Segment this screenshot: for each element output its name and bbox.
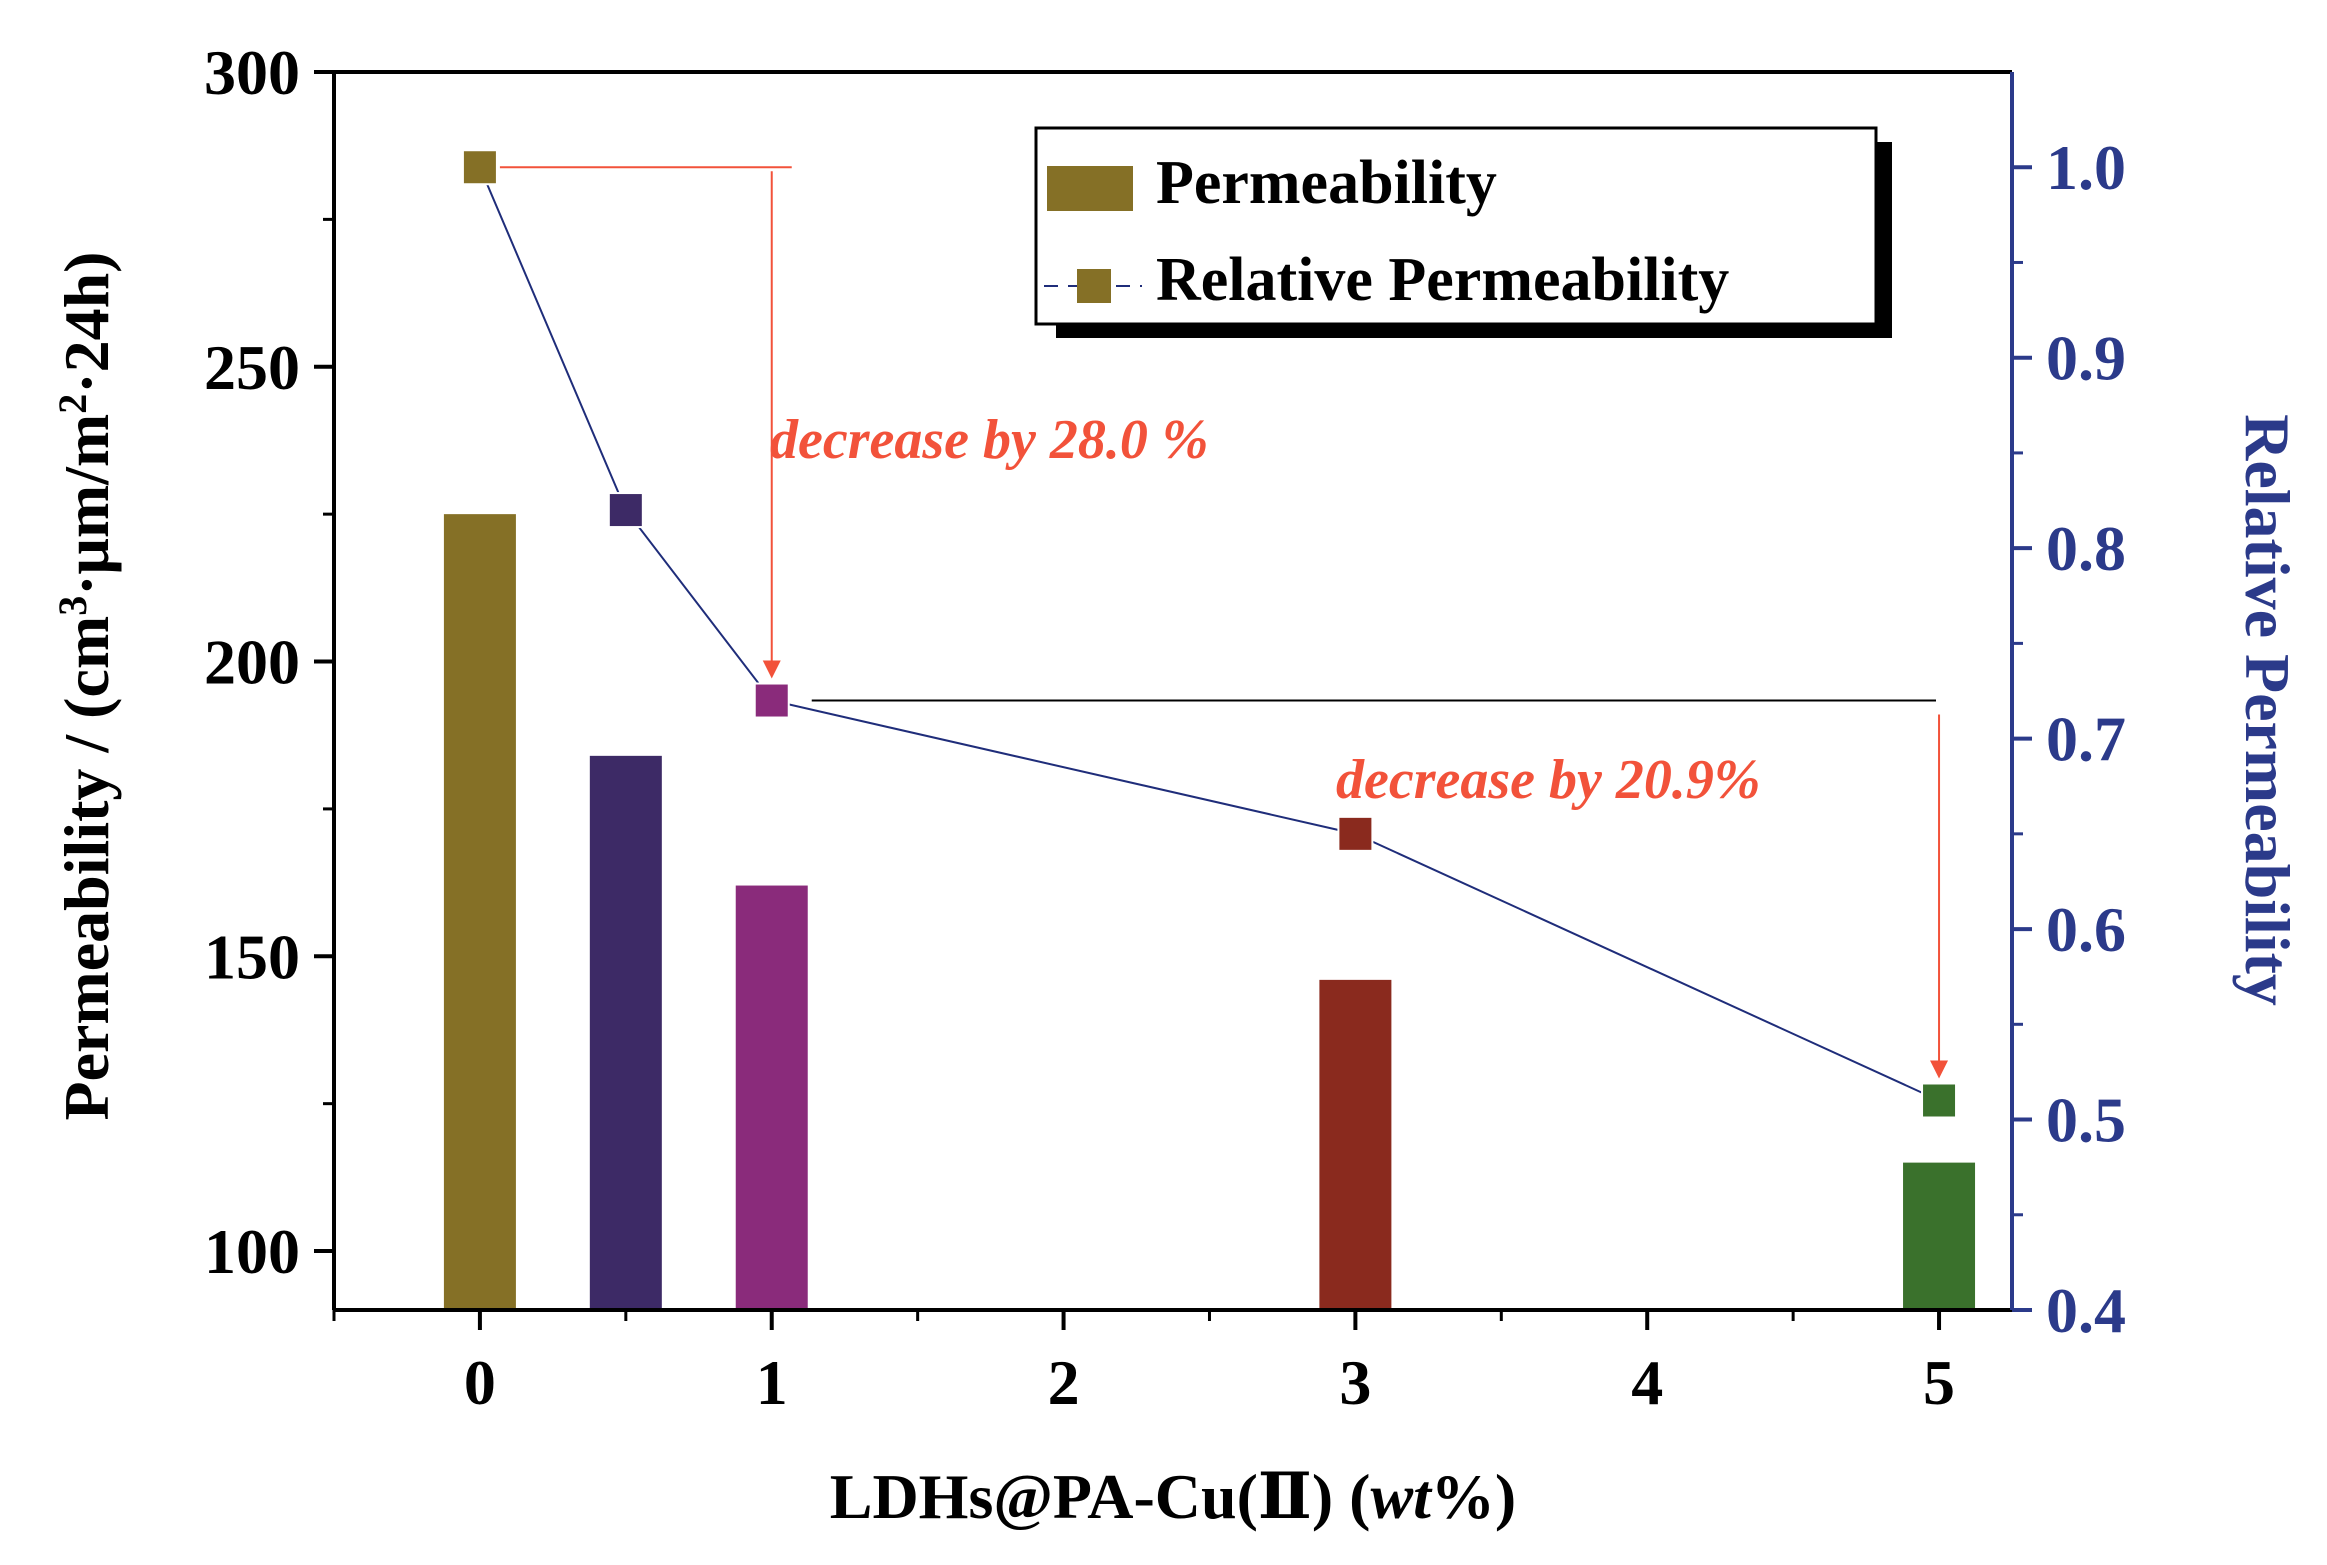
relative-permeability-series	[461, 149, 1958, 1119]
x-tick-labels: 0 1 2 3 4 5	[464, 1347, 1955, 1418]
bar-permeability-3	[1319, 979, 1392, 1310]
relative-permeability-marker-3	[1337, 815, 1374, 852]
legend-box	[1034, 126, 1878, 326]
right-tick-label: 0.8	[2046, 513, 2126, 584]
legend-swatch-permeability	[1047, 166, 1133, 211]
bars-layer	[443, 514, 1976, 1310]
left-axis-title: Permeability / (cm3·μm/m2·24h)	[50, 252, 122, 1121]
right-tick-label: 0.4	[2046, 1275, 2126, 1346]
bar-permeability-1	[735, 885, 808, 1310]
annotations: decrease by 28.0 % decrease by 20.9%	[499, 166, 1949, 1079]
annotation-2-arrowhead	[1930, 1060, 1949, 1079]
left-axis-title-sup1: 3	[50, 596, 95, 616]
left-tick-label: 300	[204, 37, 300, 108]
left-tick-label: 250	[204, 332, 300, 403]
left-axis-title-c: ·24h)	[51, 252, 122, 394]
relative-permeability-marker-0	[461, 149, 498, 186]
relative-permeability-marker-5	[1921, 1082, 1958, 1119]
left-axis-title-a: Permeability / (cm	[51, 616, 122, 1121]
x-axis-title-italic: wt	[1370, 1461, 1433, 1532]
right-tick-labels: 0.4 0.5 0.6 0.7 0.8 0.9 1.0	[2046, 132, 2126, 1346]
right-tick-label: 0.7	[2046, 704, 2126, 775]
left-tick-label: 150	[204, 921, 300, 992]
legend-marker-relative	[1077, 269, 1111, 303]
right-tick-label: 0.9	[2046, 323, 2126, 394]
bar-permeability-5	[1903, 1162, 1976, 1310]
left-tick-labels: 100 150 200 250 300	[204, 37, 300, 1287]
x-tick-label: 0	[464, 1347, 496, 1418]
x-axis-title-main: LDHs@PA-Cu(Ⅱ) (	[830, 1461, 1371, 1532]
annotation-1-arrowhead	[762, 660, 781, 679]
x-tick-label: 2	[1048, 1347, 1080, 1418]
annotation-1-text: decrease by 28.0 %	[770, 409, 1209, 471]
bar-permeability-0	[443, 514, 516, 1310]
x-tick-label: 1	[756, 1347, 788, 1418]
x-tick-label: 5	[1923, 1347, 1955, 1418]
bar-permeability-0_5	[589, 755, 662, 1310]
legend: Permeability Relative Permeability	[1034, 126, 1892, 338]
relative-permeability-marker-1	[753, 682, 790, 719]
left-axis-title-b: ·μm/m	[51, 414, 122, 596]
right-tick-label: 0.6	[2046, 894, 2126, 965]
tick-marks	[314, 70, 2032, 1330]
x-tick-label: 3	[1339, 1347, 1371, 1418]
legend-label-relative: Relative Permeability	[1156, 246, 1729, 314]
left-axis-title-sup2: 2	[50, 394, 95, 414]
legend-label-permeability: Permeability	[1156, 149, 1497, 217]
right-tick-label: 0.5	[2046, 1085, 2126, 1156]
x-axis-title-tail: %)	[1431, 1461, 1516, 1532]
relative-permeability-marker-0_5	[607, 492, 644, 529]
annotation-2-text: decrease by 20.9%	[1336, 749, 1761, 811]
x-tick-label: 4	[1631, 1347, 1663, 1418]
left-tick-label: 100	[204, 1216, 300, 1287]
x-axis-title: LDHs@PA-Cu(Ⅱ) (wt%)	[830, 1461, 1516, 1532]
left-tick-label: 200	[204, 627, 300, 698]
right-axis-title: Relative Permeability	[2232, 414, 2303, 1006]
right-tick-label: 1.0	[2046, 132, 2126, 203]
